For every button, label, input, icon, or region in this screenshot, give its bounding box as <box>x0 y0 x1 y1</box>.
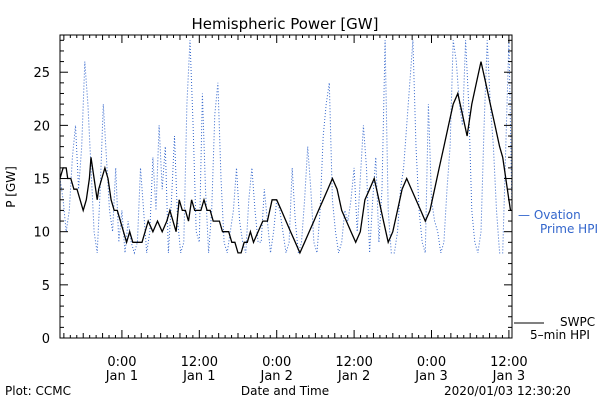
y-tick-label: 20 <box>33 119 50 134</box>
legend-ovation-line2: Prime HPI <box>540 222 598 236</box>
x-tick-date-label: Jan 3 <box>492 369 525 384</box>
footer-plot-source: Plot: CCMC <box>5 384 71 398</box>
footer-timestamp: 2020/01/03 12:30:20 <box>444 384 571 398</box>
y-tick-label: 15 <box>33 173 50 188</box>
x-tick-time-label: 0:00 <box>262 355 291 370</box>
x-tick-time-label: 12:00 <box>181 355 218 370</box>
plot-frame <box>59 34 513 339</box>
x-tick-date-label: Jan 1 <box>182 369 215 384</box>
y-tick-label: 0 <box>42 332 50 347</box>
x-tick-date-label: Jan 2 <box>259 369 292 384</box>
x-tick-time-label: 0:00 <box>107 355 136 370</box>
series-layer <box>59 40 513 255</box>
legend-ovation-line1: — Ovation <box>518 208 581 222</box>
x-tick-date-label: Jan 1 <box>105 369 138 384</box>
x-axis-label: Date and Time <box>241 384 329 398</box>
x-tick-time-label: 12:00 <box>490 355 527 370</box>
y-tick-label: 10 <box>33 226 50 241</box>
legend-swpc-line2: 5–min HPI <box>530 328 590 342</box>
x-tick-time-label: 12:00 <box>335 355 372 370</box>
chart-title: Hemispheric Power [GW] <box>192 15 379 33</box>
legend-swpc-line1: SWPC <box>560 315 595 329</box>
x-tick-time-label: 0:00 <box>417 355 446 370</box>
y-tick-label: 5 <box>42 279 50 294</box>
series-line-ovation-prime-hpi <box>59 40 513 255</box>
series-line-swpc-5-min-hpi <box>59 61 512 255</box>
x-tick-date-label: Jan 2 <box>337 369 370 384</box>
x-tick-date-label: Jan 3 <box>414 369 447 384</box>
y-tick-label: 25 <box>33 66 50 81</box>
y-axis-label: P [GW] <box>4 166 18 208</box>
